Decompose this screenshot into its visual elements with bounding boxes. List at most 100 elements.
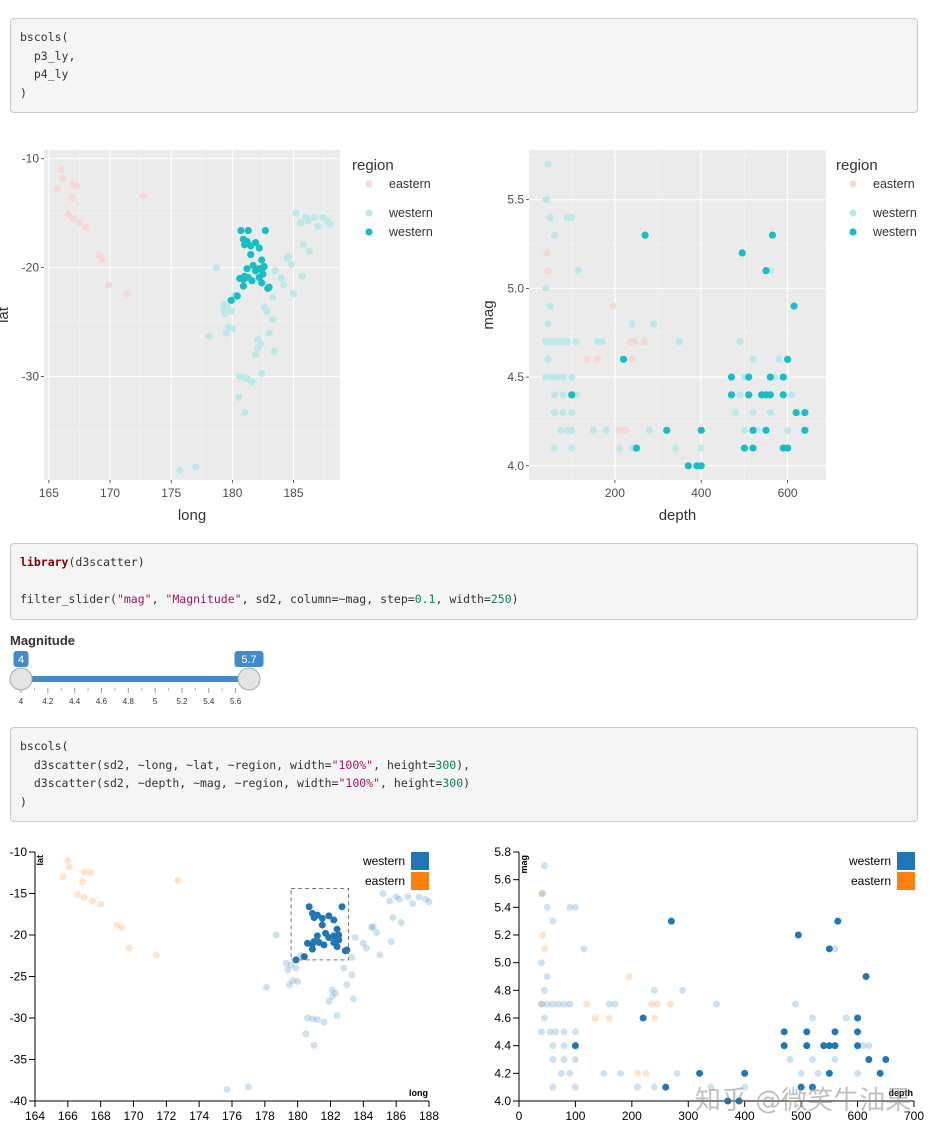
- data-point-eastern: [139, 192, 147, 200]
- data-point-western: [549, 1056, 557, 1063]
- data-point-western: [269, 293, 277, 301]
- data-point-western: [376, 951, 384, 959]
- y-tick-label: -35: [10, 1053, 28, 1067]
- y-tick-label: -10: [22, 152, 40, 166]
- data-point-western: [792, 1000, 799, 1008]
- data-point-eastern: [543, 249, 551, 257]
- d3-depth-mag-chart[interactable]: 0 100 200 300 400 500 600 700 4.0 4.2 4.4 4.6 4.8 5.0…: [470, 840, 948, 1135]
- data-point-eastern: [648, 1000, 656, 1008]
- data-point-western: [566, 903, 574, 911]
- x-tick-label: 0: [516, 1109, 523, 1123]
- data-point-western: [310, 914, 318, 922]
- data-point-eastern: [80, 868, 88, 876]
- data-point-western: [260, 303, 268, 311]
- data-point-western: [825, 1069, 833, 1077]
- data-point-western: [258, 256, 266, 264]
- data-point-western: [387, 938, 395, 946]
- x-tick-label: 186: [386, 1109, 406, 1123]
- data-point-western: [650, 986, 658, 994]
- data-point-eastern: [540, 945, 548, 953]
- data-point-western: [538, 959, 546, 967]
- code-line: ): [20, 85, 27, 100]
- data-point-western: [292, 209, 300, 217]
- data-point-western: [340, 964, 348, 972]
- data-point-eastern: [605, 1014, 613, 1022]
- data-point-western: [738, 249, 746, 257]
- data-point-western: [560, 1028, 568, 1036]
- data-point-western: [775, 355, 783, 363]
- data-point-eastern: [125, 944, 133, 952]
- data-point-western: [243, 265, 251, 273]
- y-tick-label: 5.4: [494, 900, 511, 914]
- data-point-eastern: [538, 890, 546, 897]
- data-point-western: [542, 284, 550, 292]
- legend-title: region: [352, 157, 394, 174]
- x-tick-label: 168: [91, 1109, 111, 1123]
- x-tick-label: 400: [691, 486, 711, 500]
- y-tick-label: -15: [10, 887, 28, 901]
- data-point-western: [297, 219, 305, 227]
- data-point-western: [568, 426, 576, 434]
- data-point-western: [325, 912, 333, 920]
- y-axis-label: mag: [519, 855, 529, 874]
- legend-key-eastern: [365, 180, 373, 188]
- x-tick-label: 182: [320, 1109, 340, 1123]
- data-point-western: [305, 247, 314, 255]
- slider-tick-label: 4.8: [123, 697, 135, 706]
- x-tick-label: 165: [39, 486, 59, 500]
- data-point-western: [237, 226, 245, 235]
- data-point-western: [842, 1014, 850, 1022]
- d3-long-lat-chart[interactable]: 164 166 168 170 172 174 176 178 180 182 184 186 188 -…: [0, 840, 470, 1135]
- data-point-western: [862, 973, 870, 980]
- slider-to-label-box: [234, 651, 264, 667]
- data-point-western: [287, 961, 295, 969]
- data-point-western: [333, 1012, 341, 1020]
- data-point-western: [212, 264, 221, 272]
- slider-from-label-box: [13, 651, 29, 667]
- data-point-western: [740, 444, 749, 452]
- y-tick-label: -20: [10, 928, 28, 942]
- data-point-eastern: [87, 869, 95, 877]
- data-point-western: [745, 391, 753, 399]
- data-point-eastern: [640, 338, 648, 346]
- data-point-western: [227, 307, 235, 315]
- data-point-western: [779, 373, 787, 381]
- data-point-western: [287, 260, 295, 268]
- data-point-western: [265, 283, 273, 291]
- data-point-western: [766, 408, 774, 417]
- data-point-western: [415, 893, 423, 901]
- data-point-western: [330, 916, 338, 924]
- data-point-western: [289, 290, 298, 298]
- code-line: d3scatter(sd2, ~depth, ~mag, ~region, wi…: [20, 776, 471, 790]
- data-point-eastern: [583, 355, 591, 363]
- data-point-western: [571, 1028, 579, 1036]
- slider-from-handle: [9, 667, 33, 691]
- ggplot-depth-mag-chart: 200 400 600 4.0 4.5 5.0 5.5 depth mag region easte…: [480, 150, 917, 524]
- data-point-western: [560, 1056, 568, 1063]
- data-point-western: [736, 391, 744, 399]
- data-point-western: [310, 213, 318, 222]
- data-point-western: [568, 391, 576, 399]
- x-tick-label: 200: [605, 486, 625, 500]
- data-point-western: [788, 391, 796, 399]
- data-point-western: [255, 244, 263, 252]
- data-point-western: [645, 426, 654, 434]
- x-tick-label: 180: [288, 1109, 308, 1123]
- magnitude-slider[interactable]: 4 4.2 4.4 4.6 4.8 5 5.2 5.4 5.6 4 5.7: [0, 648, 280, 710]
- y-tick-label: -25: [10, 970, 28, 984]
- legend-label-western: western: [362, 854, 405, 868]
- code-line-library: library(d3scatter): [20, 555, 145, 569]
- data-point-western: [549, 917, 557, 925]
- data-point-western: [571, 1056, 579, 1063]
- data-point-western: [825, 945, 833, 953]
- data-point-western: [205, 332, 213, 340]
- data-point-western: [304, 1014, 312, 1022]
- code-line: d3scatter(sd2, ~long, ~lat, ~region, wid…: [20, 757, 471, 772]
- data-point-western: [540, 862, 548, 870]
- data-point-western: [803, 1042, 811, 1050]
- data-point-eastern: [666, 1000, 674, 1008]
- data-point-eastern: [80, 894, 88, 902]
- y-tick-label: -20: [22, 261, 40, 275]
- x-tick-label: 400: [735, 1109, 755, 1123]
- data-point-eastern: [174, 876, 182, 884]
